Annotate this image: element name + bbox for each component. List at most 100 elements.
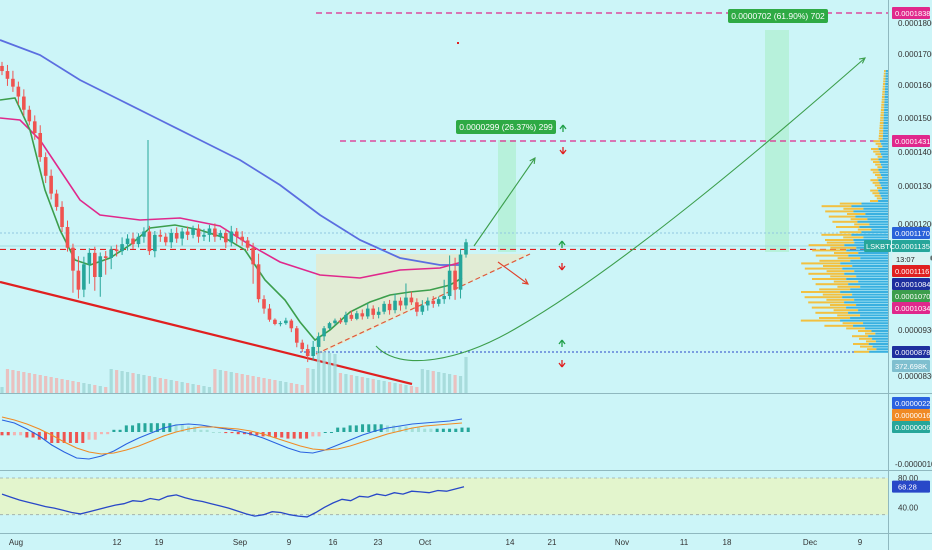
volume-profile-bar <box>878 148 888 150</box>
candle <box>464 242 468 255</box>
macd-histogram-bar <box>379 424 383 432</box>
volume-profile-bar <box>873 161 880 163</box>
volume-profile-bar <box>836 226 860 228</box>
volume-profile-bar <box>815 283 849 286</box>
volume-profile-bar <box>879 132 884 135</box>
volume-profile-bar <box>839 231 862 234</box>
date-tick-label: 9 <box>858 538 863 547</box>
volume-profile-bar <box>881 98 885 101</box>
macd-histogram-bar <box>348 425 352 432</box>
volume-bar <box>267 379 272 393</box>
candle <box>289 320 294 329</box>
price-tag: 372.698K <box>895 362 927 371</box>
macd-histogram-bar <box>124 425 128 432</box>
volume-profile-bar <box>848 254 888 257</box>
price-tag: 0.0001838 <box>895 9 930 18</box>
volume-bar <box>382 381 386 393</box>
volume-bar <box>398 384 403 393</box>
volume-profile-bar <box>878 135 883 137</box>
volume-profile-bar <box>870 168 879 171</box>
candle <box>158 234 163 237</box>
price-tag-bg <box>892 278 930 290</box>
volume-profile-bar <box>867 348 877 351</box>
macd-histogram-bar <box>311 432 315 437</box>
volume-profile-bar <box>884 106 888 109</box>
price-tag-bg <box>892 302 930 314</box>
volume-bar <box>0 387 4 393</box>
up-marker <box>558 339 566 347</box>
candle <box>376 311 381 315</box>
volume-profile-bar <box>881 142 888 145</box>
candle <box>131 238 135 245</box>
candle <box>153 234 157 252</box>
macd-histogram-bar <box>131 425 135 432</box>
candle <box>218 233 223 237</box>
volume-bar <box>5 369 10 393</box>
candle <box>398 300 403 306</box>
volume-profile-bar <box>853 210 888 213</box>
candle <box>142 231 146 237</box>
ma-long <box>0 39 462 266</box>
volume-profile-bar <box>858 280 888 283</box>
macd-histogram-bar <box>236 432 240 435</box>
volume-bar <box>256 377 261 393</box>
candle <box>387 303 392 311</box>
volume-bar <box>464 357 468 393</box>
candle <box>125 238 130 245</box>
volume-bar <box>278 381 282 393</box>
macd-histogram-bar <box>466 427 470 432</box>
macd-tag-bg <box>892 397 930 409</box>
macd-histogram-bar <box>255 432 259 436</box>
volume-profile-bar <box>884 98 888 101</box>
volume-profile-bar <box>878 179 888 182</box>
volume-profile-bar <box>856 304 888 306</box>
down-marker <box>558 360 566 368</box>
candle <box>442 296 446 300</box>
target1-label: 0.0000299 (26.37%) 299 <box>459 122 553 132</box>
candle <box>355 313 359 319</box>
target-zone <box>498 140 516 252</box>
macd-histogram-bar <box>267 432 271 437</box>
candle <box>0 65 4 72</box>
volume-profile-bar <box>860 257 888 260</box>
volume-profile-bar <box>881 153 888 156</box>
volume-profile-bar <box>882 88 885 91</box>
candle <box>43 157 48 176</box>
volume-profile-bar <box>872 345 888 348</box>
candle <box>174 233 179 239</box>
volume-bar <box>38 375 42 393</box>
volume-profile-bar <box>878 200 888 202</box>
macd-histogram-bar <box>56 432 60 443</box>
candle <box>267 308 272 320</box>
volume-bar <box>60 379 64 393</box>
volume-bar <box>453 375 457 393</box>
volume-profile-bar <box>800 319 841 322</box>
volume-profile-bar <box>883 127 888 130</box>
rsi-tick-label: 80.00 <box>898 474 919 483</box>
volume-bar <box>393 383 397 393</box>
volume-profile-bar <box>815 254 849 257</box>
volume-bar <box>142 375 146 393</box>
volume-bar <box>437 372 441 393</box>
volume-bar <box>136 374 141 393</box>
volume-profile-bar <box>875 142 882 145</box>
volume-profile-bar <box>815 311 849 314</box>
down-marker <box>559 147 567 155</box>
support-trendline <box>0 280 413 386</box>
volume-profile-bar <box>882 155 888 158</box>
volume-profile-bar <box>880 114 884 117</box>
volume-profile-bar <box>877 145 883 148</box>
volume-profile-bar <box>830 246 857 249</box>
candle <box>393 300 397 311</box>
volume-profile-bar <box>851 205 888 208</box>
volume-profile-bar <box>883 72 886 75</box>
price-tag: 0.0000878 <box>895 348 930 357</box>
price-pane: 0.0000299 (26.37%) 299 0.0000702 (61.90%)… <box>0 9 888 393</box>
volume-bar <box>377 380 381 393</box>
volume-profile-bar <box>882 135 888 137</box>
volume-profile-bar <box>871 228 888 231</box>
volume-bar <box>415 387 419 393</box>
volume-profile-bar <box>879 150 888 153</box>
volume-profile-bar <box>884 93 888 96</box>
